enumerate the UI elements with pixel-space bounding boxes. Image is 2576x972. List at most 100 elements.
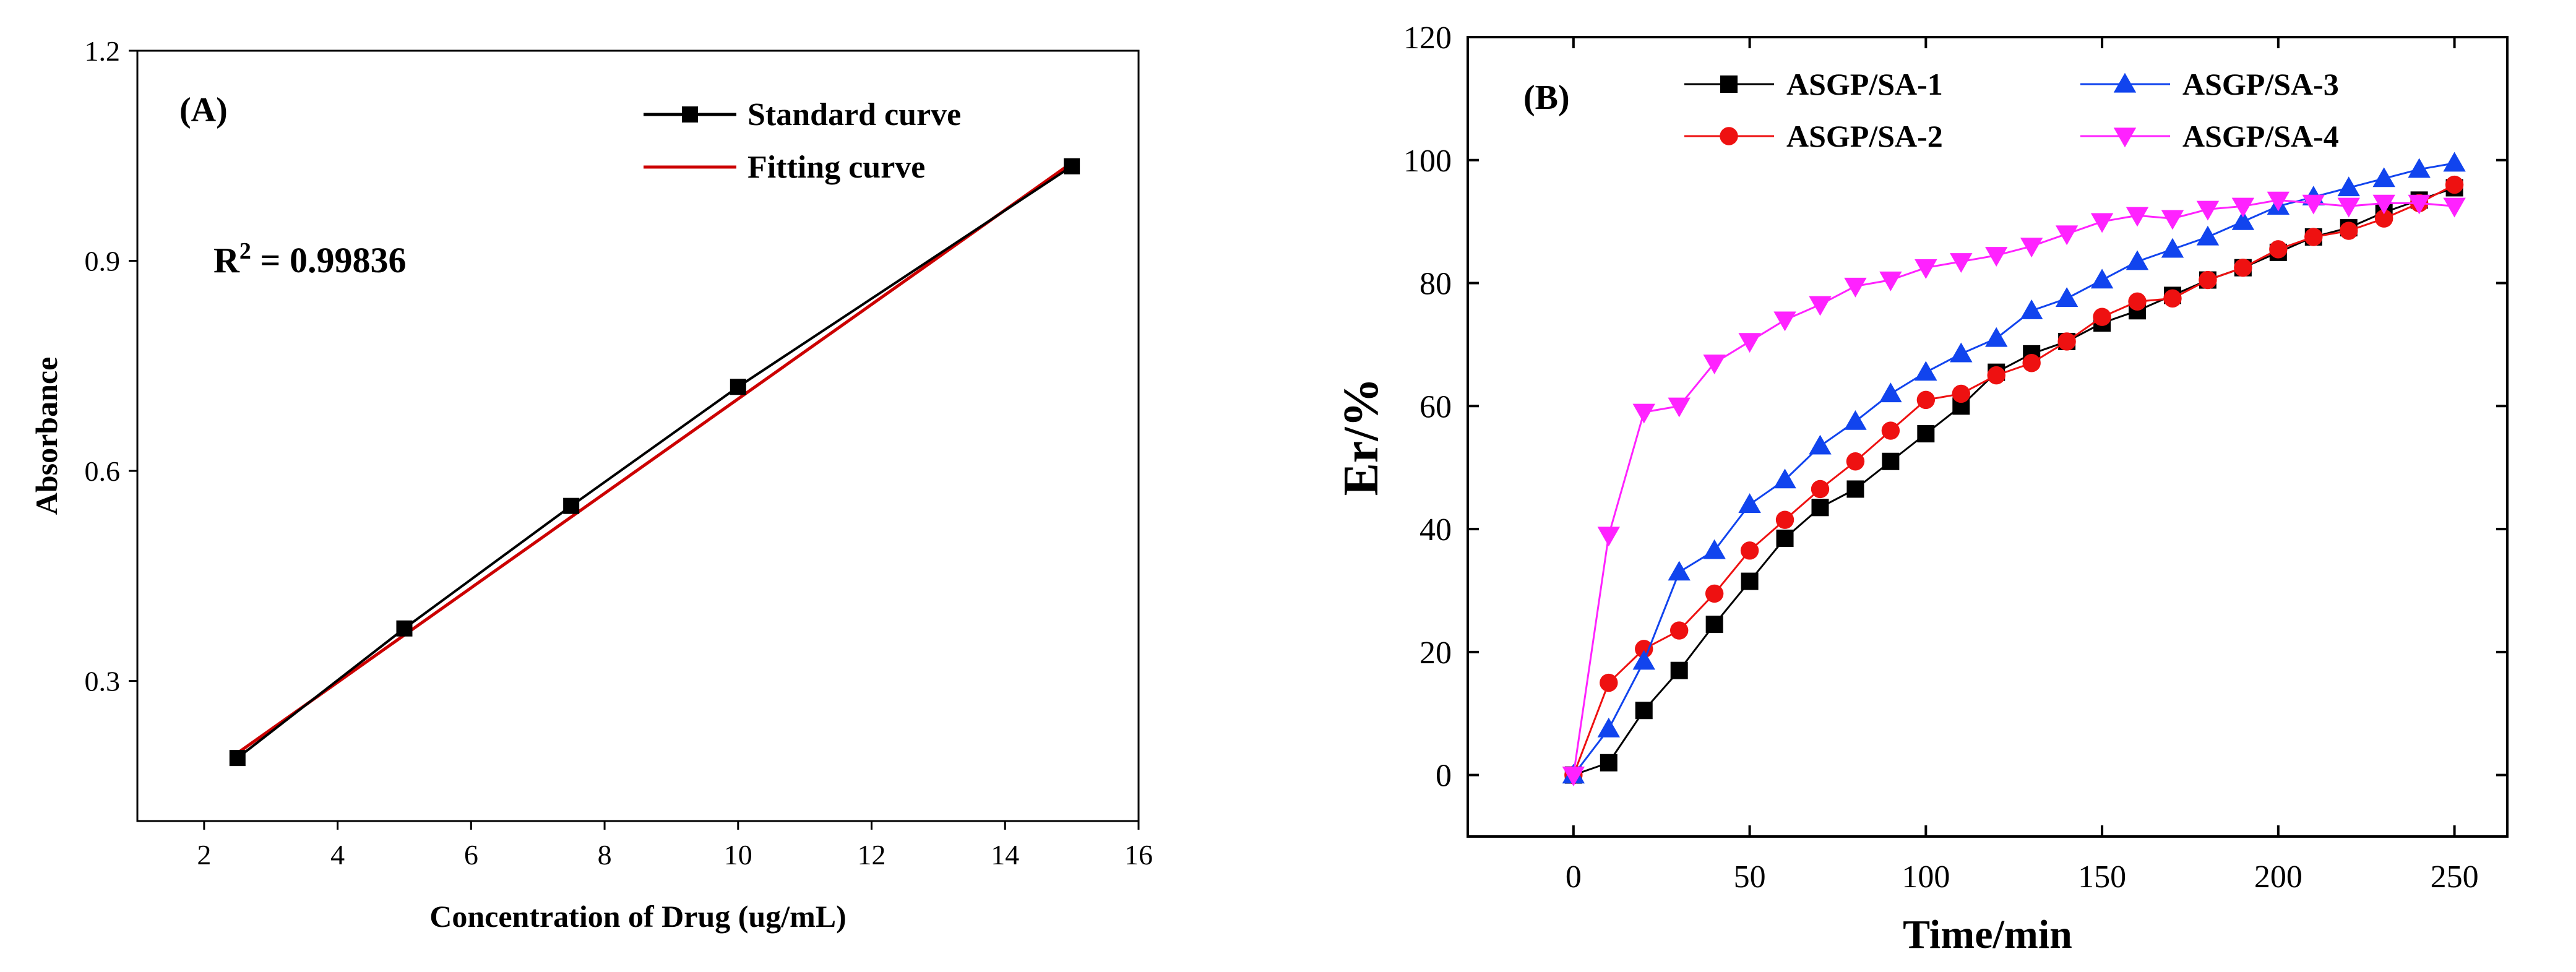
data-point-asgp-sa-4	[1597, 527, 1620, 547]
data-point-asgp-sa-2	[2340, 221, 2358, 240]
x-axis-title-a: Concentration of Drug (ug/mL)	[429, 899, 846, 934]
data-point-asgp-sa-3	[2231, 210, 2255, 230]
data-point-asgp-sa-3	[1950, 342, 1973, 363]
legend-label-a: Fitting curve	[747, 150, 925, 185]
data-point-asgp-sa-4	[2408, 194, 2431, 215]
r-squared-superscript: 2	[239, 238, 251, 264]
y-tick-label-a: 0.3	[85, 666, 121, 697]
standard-curve-point	[1064, 158, 1080, 174]
x-tick-label-b: 50	[1734, 859, 1766, 895]
x-tick-label-b: 250	[2431, 859, 2479, 895]
data-point-asgp-sa-4	[2302, 194, 2325, 215]
data-point-asgp-sa-2	[1705, 584, 1724, 603]
data-point-asgp-sa-4	[1879, 271, 1902, 291]
data-point-asgp-sa-4	[1632, 403, 1655, 424]
plot-frame-b	[1467, 36, 2509, 838]
data-point-asgp-sa-2	[2445, 175, 2464, 194]
data-point-asgp-sa-1	[1741, 572, 1759, 590]
data-point-asgp-sa-2	[1916, 390, 1936, 410]
data-point-asgp-sa-3	[2055, 287, 2078, 308]
data-point-asgp-sa-4	[1844, 277, 1867, 298]
data-point-asgp-sa-3	[2408, 158, 2431, 178]
data-point-asgp-sa-4	[2231, 197, 2255, 218]
data-point-asgp-sa-3	[1879, 382, 1902, 403]
standard-curve-point	[396, 620, 413, 637]
data-point-asgp-sa-2	[2093, 308, 2111, 326]
x-tick-label-a: 6	[464, 839, 478, 871]
legend-label-b: ASGP/SA-1	[1786, 67, 1943, 101]
data-point-asgp-sa-4	[1738, 333, 1761, 353]
data-point-asgp-sa-2	[2374, 209, 2393, 228]
data-point-asgp-sa-3	[2020, 299, 2043, 319]
data-point-asgp-sa-1	[1635, 702, 1653, 720]
legend-marker-a	[682, 106, 698, 123]
data-point-asgp-sa-3	[2196, 225, 2220, 246]
data-point-asgp-sa-2	[2163, 289, 2182, 308]
plot-frame-a	[136, 49, 1140, 822]
data-point-asgp-sa-2	[1635, 640, 1653, 658]
data-point-asgp-sa-1	[1776, 529, 1794, 547]
data-point-asgp-sa-4	[2090, 213, 2114, 233]
legend-marker-b	[1720, 127, 1738, 145]
data-point-asgp-sa-3	[1809, 434, 1832, 455]
series-line-asgp-sa-1	[1573, 187, 2455, 776]
legend-marker-b	[2113, 72, 2137, 93]
data-point-asgp-sa-2	[2199, 270, 2217, 290]
data-point-asgp-sa-3	[1985, 327, 2008, 347]
data-point-asgp-sa-2	[1669, 621, 1689, 640]
legend-label-a: Standard curve	[747, 97, 961, 132]
data-point-asgp-sa-3	[1915, 361, 1937, 381]
y-tick-label-b: 0	[1436, 759, 1452, 794]
y-tick-label-b: 120	[1403, 20, 1452, 56]
y-axis-title-b: Er/%	[1334, 377, 1389, 496]
y-tick-label-a: 0.9	[85, 246, 121, 277]
legend-label-b: ASGP/SA-2	[1786, 119, 1943, 153]
data-point-asgp-sa-2	[2304, 228, 2323, 246]
data-point-asgp-sa-2	[2022, 354, 2041, 372]
x-tick-label-b: 200	[2254, 859, 2302, 895]
r-squared-value: = 0.99836	[251, 240, 407, 280]
data-point-asgp-sa-3	[1738, 493, 1761, 513]
data-point-asgp-sa-4	[2020, 238, 2043, 258]
x-tick-label-b: 150	[2078, 859, 2126, 895]
data-point-asgp-sa-2	[2057, 332, 2076, 351]
x-tick-label-a: 12	[858, 839, 886, 871]
data-point-asgp-sa-1	[1882, 452, 1900, 470]
x-tick-label-a: 16	[1124, 839, 1153, 871]
data-point-asgp-sa-3	[1668, 561, 1691, 581]
legend-marker-b	[2113, 127, 2137, 148]
data-point-asgp-sa-3	[1632, 650, 1655, 670]
data-point-asgp-sa-1	[1670, 661, 1688, 679]
data-point-asgp-sa-2	[1952, 384, 1970, 403]
data-point-asgp-sa-3	[2161, 238, 2184, 258]
legend-label-b: ASGP/SA-4	[2182, 119, 2339, 153]
y-tick-label-b: 80	[1419, 267, 1452, 302]
fitting-curve-line	[236, 161, 1073, 755]
x-tick-label-a: 10	[724, 839, 752, 871]
data-point-asgp-sa-3	[1773, 468, 1796, 489]
data-point-asgp-sa-2	[1987, 366, 2005, 385]
data-point-asgp-sa-3	[2090, 269, 2114, 289]
panel-label-a: (A)	[179, 91, 228, 129]
y-tick-label-b: 40	[1419, 512, 1452, 548]
y-axis-title-a: Absorbance	[29, 357, 64, 515]
x-tick-label-a: 14	[991, 839, 1019, 871]
data-point-asgp-sa-2	[2269, 240, 2288, 259]
x-tick-label-a: 2	[197, 839, 211, 871]
data-point-asgp-sa-4	[1668, 397, 1691, 418]
data-point-asgp-sa-2	[1846, 452, 1865, 471]
y-tick-label-a: 1.2	[85, 35, 121, 67]
panel-b-chart: 0 50 100 150 200 250 0 20 40 60 80 100 120 Time/min Er…	[1334, 20, 2509, 957]
data-point-asgp-sa-2	[2128, 292, 2147, 311]
data-point-asgp-sa-4	[1950, 253, 1973, 273]
data-point-asgp-sa-4	[2161, 210, 2184, 230]
data-point-asgp-sa-4	[1985, 247, 2008, 267]
x-tick-label-b: 0	[1566, 859, 1582, 895]
data-point-asgp-sa-4	[2267, 191, 2290, 212]
panel-a-chart: 2 4 6 8 10 12 14 16 0.3 0.6 0.9 1.2 Concentration of…	[29, 35, 1153, 934]
data-point-asgp-sa-1	[1705, 616, 1723, 634]
data-point-asgp-sa-3	[2372, 167, 2395, 187]
r-squared-annotation: R2 = 0.99836	[213, 238, 406, 280]
x-tick-label-a: 4	[330, 839, 345, 871]
data-point-asgp-sa-1	[1917, 425, 1935, 443]
